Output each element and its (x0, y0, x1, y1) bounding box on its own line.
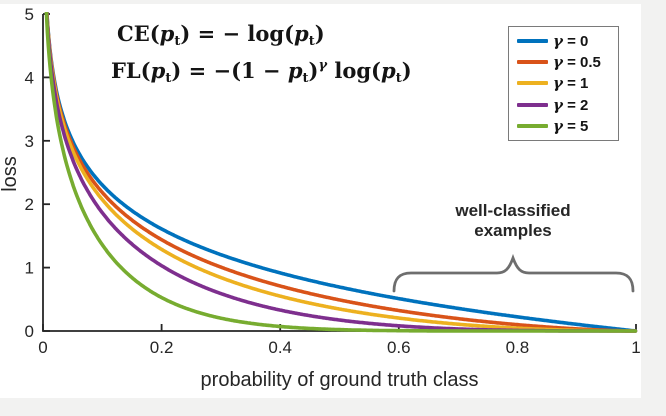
y-tick-label: 0 (25, 322, 34, 341)
eq-text: FL( (111, 58, 151, 83)
legend-item-gamma-1: γ = 1 (517, 74, 616, 92)
eq-sub: t (174, 34, 181, 49)
y-tick-label: 4 (25, 68, 34, 87)
eq-text: CE( (117, 21, 160, 46)
legend-item-gamma-0.5: γ = 0.5 (517, 53, 616, 71)
y-tick-label: 3 (25, 132, 34, 151)
brace-icon (392, 253, 635, 293)
legend-swatch-gamma-1 (517, 81, 548, 86)
legend-swatch-gamma-2 (517, 102, 548, 107)
x-tick-label: 0.8 (506, 338, 530, 357)
eq-text: ) (401, 58, 412, 83)
gamma-symbol: γ (553, 95, 563, 114)
eq-var: p (381, 58, 396, 83)
legend-item-gamma-2: γ = 2 (517, 96, 616, 114)
eq-sup-gamma: γ (318, 58, 328, 73)
gamma-symbol: γ (553, 53, 563, 72)
loss-curves (44, 12, 638, 333)
x-tick-label: 0.4 (268, 338, 292, 357)
y-tick-label: 1 (25, 259, 34, 278)
y-tick-label: 5 (25, 5, 34, 24)
eq-var: p (287, 58, 303, 83)
equation-ce: CE(pt) = − log(pt) (117, 21, 325, 49)
legend: γ = 0 γ = 0.5 γ = 1 γ = 2 γ = 5 (508, 26, 619, 141)
eq-text: ) (314, 21, 325, 46)
x-tick-label: 0.2 (150, 338, 174, 357)
eq-text: ) = −(1 − (171, 58, 288, 83)
x-tick-label: 1 (631, 338, 640, 357)
legend-item-gamma-0: γ = 0 (517, 32, 616, 50)
annotation-line-2: examples (474, 221, 552, 241)
eq-var: p (159, 21, 175, 46)
legend-swatch-gamma-0.5 (517, 60, 548, 65)
gamma-value: = 2 (567, 96, 589, 114)
eq-text: ) = − log( (180, 21, 295, 46)
eq-var: p (150, 58, 166, 83)
equation-fl: FL(pt) = −(1 − pt)γ log(pt) (111, 58, 412, 86)
eq-text: ) (308, 58, 319, 83)
legend-label: γ = 5 (553, 117, 588, 135)
x-tick-label: 0 (38, 338, 47, 357)
eq-text: log( (327, 58, 381, 83)
gamma-value: = 0.5 (567, 54, 601, 72)
legend-label: γ = 2 (553, 96, 588, 114)
gamma-symbol: γ (553, 117, 563, 136)
eq-var: p (294, 21, 309, 46)
legend-label: γ = 0 (553, 32, 588, 50)
y-axis-label: loss (0, 156, 21, 192)
gamma-symbol: γ (553, 74, 563, 93)
eq-sub: t (165, 71, 172, 86)
gamma-value: = 1 (567, 75, 589, 93)
legend-label: γ = 1 (553, 74, 588, 92)
gamma-symbol: γ (553, 31, 563, 50)
annotation-line-1: well-classified (455, 201, 571, 220)
annotation-well-classified: well-classified examples (428, 201, 598, 241)
eq-sub: t (308, 34, 315, 49)
legend-label: γ = 0.5 (553, 53, 601, 71)
legend-swatch-gamma-0 (517, 38, 548, 43)
y-tick-label: 2 (25, 195, 34, 214)
legend-swatch-gamma-5 (517, 124, 548, 129)
x-tick-label: 0.6 (387, 338, 411, 357)
curve-gamma-5 (44, 12, 638, 333)
eq-sub: t (395, 71, 402, 86)
x-axis-label: probability of ground truth class (200, 369, 479, 391)
curve-gamma-0.5 (45, 12, 638, 333)
eq-sub: t (302, 71, 309, 86)
curve-gamma-0 (45, 12, 638, 333)
legend-item-gamma-5: γ = 5 (517, 117, 616, 135)
gamma-value: = 5 (567, 118, 589, 136)
gamma-value: = 0 (567, 32, 589, 50)
